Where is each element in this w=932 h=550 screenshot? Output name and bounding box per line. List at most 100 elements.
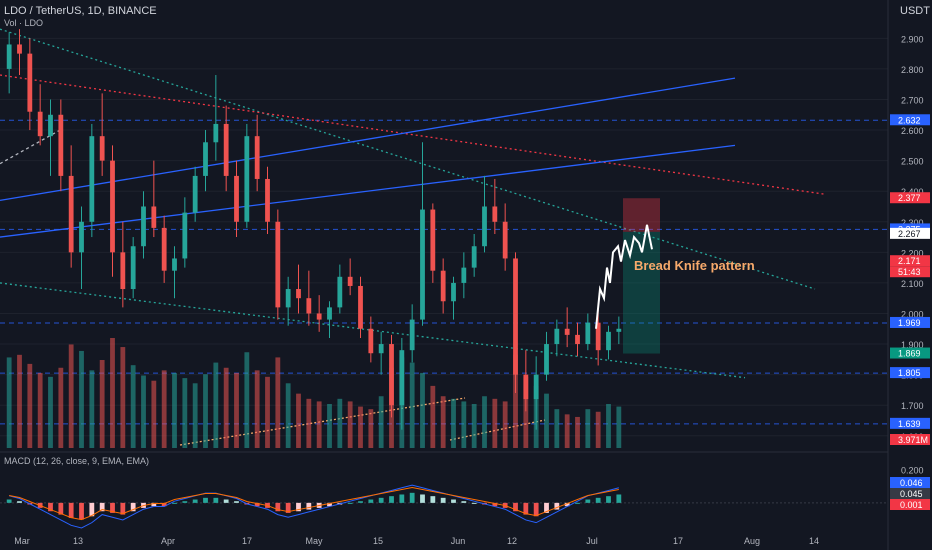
price-tick: 2.600: [901, 126, 924, 136]
volume-bar: [420, 372, 425, 448]
macd-hist-bar: [285, 502, 291, 513]
candle-body: [564, 328, 570, 335]
candle-body: [358, 285, 363, 329]
volume-bar: [79, 350, 84, 448]
volume-bar: [161, 370, 167, 448]
candle-body: [606, 331, 611, 351]
volume-bar: [58, 367, 64, 448]
candle-body: [130, 246, 136, 290]
macd-hist-bar: [110, 502, 115, 513]
time-tick: Apr: [161, 536, 175, 546]
macd-value-text: 0.045: [900, 489, 923, 499]
symbol-header: LDO / TetherUS, 1D, BINANCE: [4, 5, 157, 17]
macd-hist-bar: [471, 502, 477, 504]
price-tick: 2.200: [901, 248, 924, 258]
macd-hist-bar: [358, 501, 363, 503]
candle-body: [89, 136, 95, 222]
candle-body: [285, 289, 291, 308]
macd-hist-bar: [523, 502, 529, 515]
volume-bar: [523, 376, 529, 448]
price-label-badge: [890, 417, 930, 429]
volume-bar: [544, 393, 549, 448]
currency-label: USDT: [900, 5, 930, 17]
macd-hist-bar: [151, 502, 157, 507]
volume-bar: [461, 401, 467, 448]
volume-bar: [27, 363, 33, 448]
price-tick: 2.500: [901, 157, 924, 167]
macd-hist-bar: [409, 492, 415, 503]
time-tick: 13: [73, 536, 83, 546]
macd-hist-bar: [223, 499, 229, 503]
candle-body: [461, 267, 467, 283]
time-tick: 17: [242, 536, 252, 546]
macd-hist-bar: [595, 497, 601, 503]
macd-value-text: 0.001: [900, 500, 923, 510]
price-tick: 2.000: [901, 309, 924, 319]
price-tick: 1.900: [901, 340, 924, 350]
candle-body: [595, 322, 601, 351]
candle-body: [523, 374, 529, 400]
candle-body: [141, 206, 146, 247]
price-tick: 2.800: [901, 65, 924, 75]
candle-body: [430, 209, 436, 271]
candle-body: [17, 44, 22, 54]
volume-bar: [306, 398, 312, 448]
candle-body: [337, 276, 343, 308]
volume-bar: [120, 347, 126, 448]
volume-bar: [502, 401, 508, 448]
volume-bar: [451, 398, 456, 448]
candle-body: [378, 344, 384, 354]
candle-body: [254, 136, 260, 179]
volume-bar: [358, 406, 363, 448]
price-label-text: 1.969: [898, 318, 921, 328]
macd-hist-bar: [130, 502, 136, 512]
volume-bar: [337, 398, 343, 448]
volume-bar: [244, 352, 250, 448]
price-label-badge: [890, 367, 930, 379]
macd-hist-bar: [17, 501, 22, 503]
macd-hist-bar: [554, 502, 560, 510]
volume-bar: [471, 404, 477, 448]
volume-bar: [99, 360, 105, 448]
volume-bar: [327, 404, 332, 448]
candle-body: [347, 276, 353, 286]
volume-bar: [6, 357, 12, 448]
candle-body: [585, 322, 591, 345]
volume-bar: [554, 409, 560, 448]
volume-bar: [595, 411, 601, 448]
candle-body: [616, 328, 622, 332]
macd-hist-bar: [48, 502, 53, 512]
candle-body: [316, 313, 322, 320]
candle-body: [182, 212, 188, 259]
volume-bar: [409, 362, 415, 448]
price-label-badge: [890, 114, 930, 126]
candle-body: [203, 142, 208, 176]
candle-body: [27, 53, 33, 112]
macd-hist-bar: [378, 497, 384, 503]
candle-body: [471, 246, 477, 268]
candle-body: [48, 114, 53, 137]
price-label-text: 1.639: [898, 419, 921, 429]
macd-hist-bar: [192, 499, 198, 503]
price-tick: 1.700: [901, 401, 924, 411]
volume-bar: [296, 393, 301, 448]
candle-body: [151, 206, 157, 228]
price-tick: 2.900: [901, 34, 924, 44]
macd-hist-bar: [89, 502, 95, 517]
volume-bar: [203, 374, 208, 448]
candle-body: [451, 282, 456, 302]
time-tick: 12: [507, 536, 517, 546]
volume-bar: [564, 414, 570, 448]
price-tick: 2.100: [901, 279, 924, 289]
candle-body: [110, 160, 115, 253]
time-tick: Mar: [14, 536, 30, 546]
macd-tick: 0.200: [901, 465, 924, 475]
price-tick: 2.300: [901, 218, 924, 228]
volume-bar: [151, 380, 157, 448]
macd-hist-bar: [68, 502, 74, 518]
macd-label: MACD (12, 26, close, 9, EMA, EMA): [4, 456, 149, 466]
price-label-badge: [890, 255, 930, 267]
volume-bar: [616, 406, 622, 448]
macd-hist-bar: [347, 502, 353, 504]
